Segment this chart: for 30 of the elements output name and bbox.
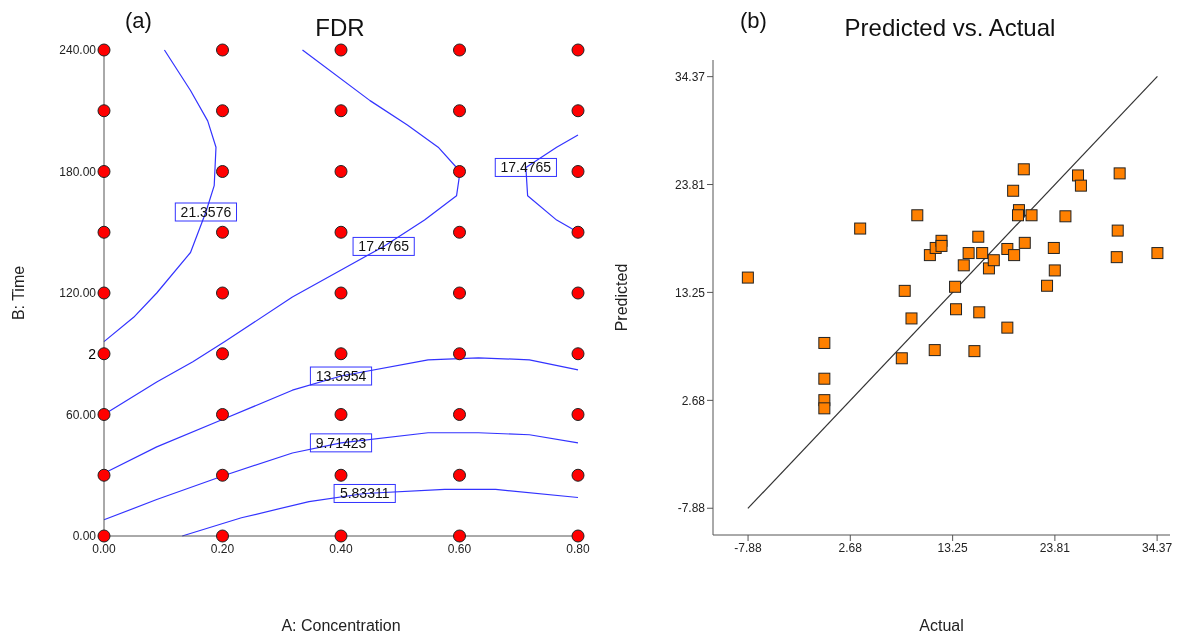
x-tick-label: 34.37: [1142, 540, 1173, 555]
x-tick-label: 2.68: [838, 540, 863, 555]
x-tick-label: 0.20: [210, 541, 235, 556]
x-axis-title: Actual: [919, 617, 964, 634]
x-axis-title: A: Concentration: [281, 617, 401, 634]
text: (b): [740, 8, 767, 34]
y-axis-title: Predicted: [612, 263, 630, 332]
x-tick-label: 13.25: [937, 540, 968, 555]
x-tick-label: 23.81: [1039, 540, 1071, 555]
series-label: 17.4765: [500, 159, 552, 176]
x-tick-label: 0.00: [92, 541, 116, 556]
chart-title: FDR: [314, 14, 366, 42]
y-tick-label: 180.00: [59, 164, 97, 179]
y-tick-label: 2.68: [681, 393, 706, 408]
y-tick-label: 240.00: [59, 43, 97, 58]
chart-title: Predicted vs. Actual: [843, 14, 1057, 42]
x-tick-label: 0.80: [566, 541, 590, 556]
y-tick-label: 0.00: [72, 529, 97, 544]
y-tick-label: 23.81: [674, 177, 706, 192]
y-tick-label: 13.25: [674, 285, 706, 300]
y-tick-label: -7.88: [677, 501, 706, 516]
y-axis-title: B: Time: [9, 265, 27, 321]
x-tick-label: 0.60: [447, 541, 472, 556]
y-tick-label: 60.00: [65, 407, 97, 422]
annotation: 2: [88, 345, 97, 362]
y-tick-label: 34.37: [674, 69, 706, 84]
y-tick-label: 120.00: [59, 286, 97, 301]
text: (a): [125, 8, 152, 34]
x-tick-label: 0.40: [329, 541, 353, 556]
x-tick-label: -7.88: [734, 540, 763, 555]
